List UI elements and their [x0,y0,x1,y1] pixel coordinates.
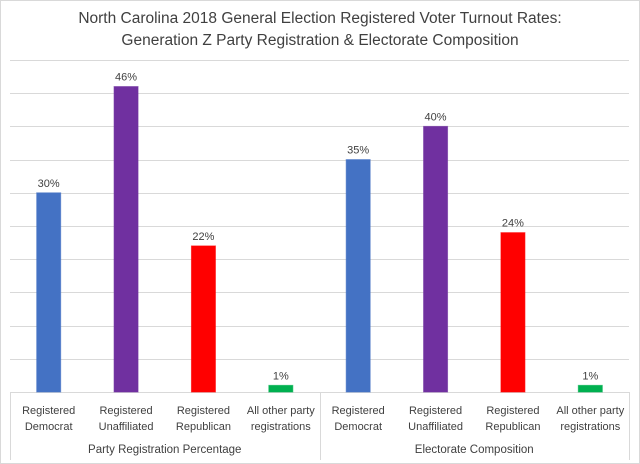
bar [423,125,449,393]
category-label-line1: All other party [247,405,315,417]
data-label: 30% [38,178,60,190]
category-label-line1: All other party [556,405,624,417]
bar [113,86,139,393]
category-label-line1: Registered [177,405,230,417]
category-label-line2: Unaffiliated [408,421,463,433]
category-label-line2: Democrat [25,421,73,433]
data-label: 1% [582,370,598,382]
category-label-line2: Republican [176,421,231,433]
data-label: 24% [502,218,524,230]
category-label-line2: Unaffiliated [99,421,154,433]
data-label: 35% [347,145,369,157]
category-label-line1: Registered [409,405,462,417]
chart-title: North Carolina 2018 General Election Reg… [78,10,562,27]
bar [190,245,216,393]
data-label: 40% [425,111,447,123]
data-label: 22% [192,231,214,243]
data-label: 46% [115,72,137,84]
bar [577,384,603,393]
category-label-line1: Registered [486,405,539,417]
chart-subtitle: Generation Z Party Registration & Electo… [121,32,519,49]
chart-title-block: North Carolina 2018 General Election Reg… [0,8,640,52]
group-label: Party Registration Percentage [88,444,241,456]
category-label-line2: registrations [251,421,311,433]
category-label-line1: Registered [22,405,75,417]
category-label-line2: Republican [485,421,540,433]
bar [36,192,62,393]
bar [268,384,294,393]
bar [500,232,526,393]
group-label: Electorate Composition [415,444,534,456]
category-label-line2: Democrat [334,421,382,433]
category-label-line1: Registered [99,405,152,417]
category-label-line2: registrations [560,421,620,433]
category-label-line1: Registered [332,405,385,417]
bar [345,159,371,393]
data-label: 1% [273,370,289,382]
